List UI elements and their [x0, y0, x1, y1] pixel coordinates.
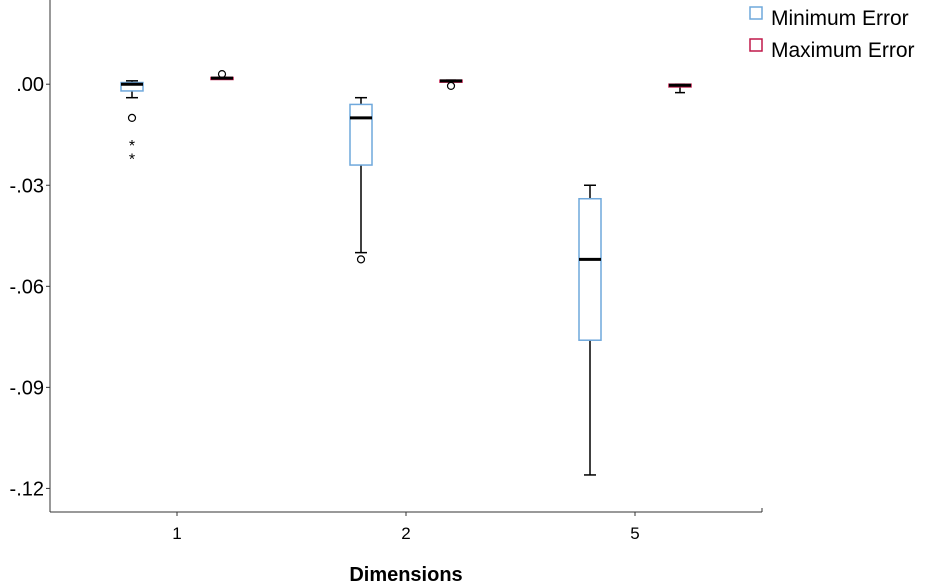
- iqr-box: [578, 197, 602, 341]
- max-error-box-1: [210, 70, 234, 81]
- outlier-circle: [446, 81, 456, 90]
- iqr-box: [120, 81, 144, 92]
- outlier-circle: [127, 113, 137, 122]
- min-error-box-2: [349, 96, 373, 264]
- x-axis-categories: 1 2 5: [172, 512, 640, 543]
- min-error-box-1: **: [120, 80, 144, 168]
- y-tick-label: -.12: [10, 478, 44, 500]
- outlier-circle: [356, 255, 366, 264]
- x-tick-label: 5: [630, 524, 639, 543]
- extreme-star: *: [129, 151, 135, 168]
- y-tick-label: -.03: [10, 175, 44, 197]
- legend-label: Maximum Error: [771, 39, 915, 62]
- legend-label: Minimum Error: [771, 7, 909, 30]
- max-error-box-5: [668, 83, 692, 94]
- legend-swatch: [749, 6, 763, 20]
- axes: [49, 0, 763, 513]
- outlier-circle: [217, 70, 227, 79]
- x-axis-title: Dimensions: [349, 564, 462, 584]
- x-tick-label: 2: [401, 524, 410, 543]
- legend-swatch: [749, 38, 763, 52]
- legend: Minimum Error Maximum Error: [749, 6, 915, 62]
- y-tick-label: -.09: [10, 377, 44, 399]
- y-axis-ticks: .00 -.03 -.06 -.09 -.12: [10, 74, 50, 500]
- y-tick-label: .00: [16, 74, 44, 96]
- box-series: **: [120, 70, 692, 476]
- min-error-box-5: [578, 184, 602, 476]
- y-tick-label: -.06: [10, 276, 44, 298]
- iqr-box: [349, 103, 373, 166]
- extreme-star: *: [129, 138, 135, 155]
- x-tick-label: 1: [172, 524, 181, 543]
- max-error-box-2: [439, 79, 463, 90]
